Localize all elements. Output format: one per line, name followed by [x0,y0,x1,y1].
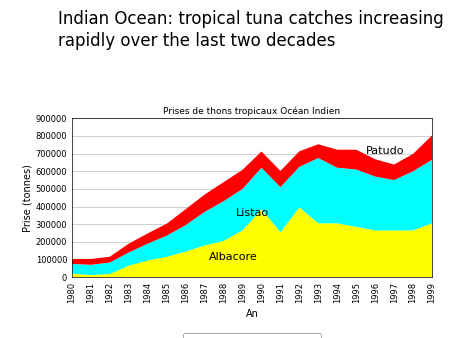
Title: Prises de thons tropicaux Océan Indien: Prises de thons tropicaux Océan Indien [163,106,341,116]
X-axis label: An: An [246,309,258,319]
Text: Albacore: Albacore [209,252,257,262]
Text: Patudo: Patudo [366,146,404,156]
Legend: YFT, SKJ, BET: YFT, SKJ, BET [183,333,321,338]
Text: Listao: Listao [235,208,269,218]
Text: Indian Ocean: tropical tuna catches increasing
rapidly over the last two decades: Indian Ocean: tropical tuna catches incr… [58,10,444,50]
Y-axis label: Prise (tonnes): Prise (tonnes) [23,164,33,232]
